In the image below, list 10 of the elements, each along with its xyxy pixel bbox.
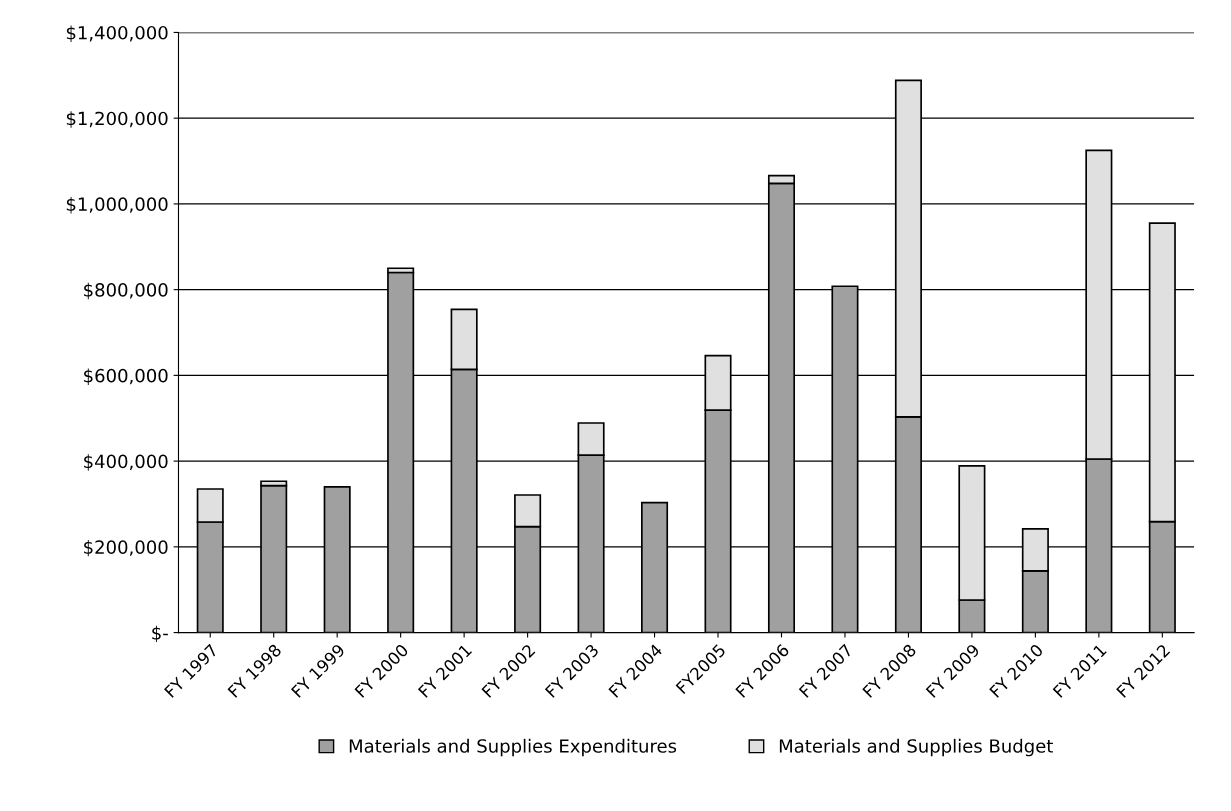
y-tick-label: $- (152, 625, 168, 643)
legend-label: Materials and Supplies Expenditures (349, 738, 677, 757)
y-tick-label: $1,200,000 (66, 111, 168, 128)
y-tick-label: $800,000 (84, 282, 168, 300)
y-tick-label: $200,000 (84, 539, 168, 557)
y-tick-label: $1,400,000 (66, 25, 168, 42)
y-tick-label: $400,000 (84, 454, 168, 471)
y-tick-label: $1,000,000 (66, 197, 168, 214)
y-tick-label: $600,000 (84, 368, 168, 385)
legend-label: Materials and Supplies Budget (779, 738, 1053, 757)
